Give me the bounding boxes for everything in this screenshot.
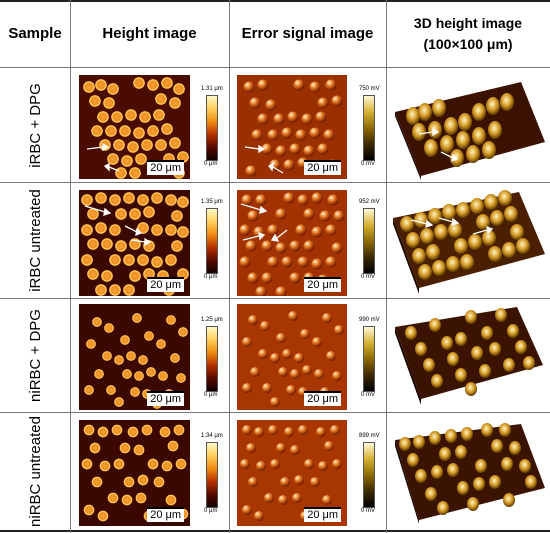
- scale-bar: 20 μm: [304, 160, 341, 175]
- height-colorbar-min: 0 μm: [204, 508, 218, 514]
- height-colorbar-irbc-untreated: [206, 208, 218, 274]
- error-micrograph: [237, 420, 347, 526]
- height-image-nirbc-untreated: 20 μm: [79, 420, 190, 526]
- error-colorbar-irbc-dpg: [363, 95, 375, 161]
- 3d-surface: [395, 307, 543, 405]
- height-colorbar-max: 1.25 μm: [201, 317, 223, 323]
- error-colorbar-min: 0 mV: [361, 274, 376, 280]
- error-colorbar-max: 990 mV: [359, 317, 380, 323]
- scale-bar: 20 μm: [147, 160, 184, 175]
- height-colorbar-max: 1.35 μm: [201, 199, 223, 205]
- error-image-irbc-untreated: 20 μm: [237, 190, 347, 296]
- height-image-nirbc-dpg: 20 μm: [79, 304, 190, 410]
- header-sample: Sample: [8, 25, 62, 42]
- 3d-surface: [395, 423, 545, 524]
- row-rule-1: [0, 182, 550, 183]
- row-rule-3: [0, 412, 550, 413]
- height-colorbar-nirbc-dpg: [206, 326, 218, 392]
- height-colorbar-min: 0 μm: [204, 392, 218, 398]
- height-micrograph: [79, 75, 190, 179]
- header-3d-line2: (100×100 μm): [423, 36, 513, 52]
- error-colorbar-min: 0 mV: [361, 392, 376, 398]
- scale-bar: 20 μm: [147, 277, 184, 292]
- height-image-irbc-untreated: 20 μm: [79, 190, 190, 296]
- error-image-irbc-dpg: 20 μm: [237, 75, 347, 179]
- height-colorbar-nirbc-untreated: [206, 442, 218, 508]
- column-rule-1: [70, 0, 71, 533]
- table-top-rule: [0, 0, 550, 2]
- scale-bar: 20 μm: [147, 391, 184, 406]
- error-colorbar-min: 0 mV: [361, 161, 376, 167]
- row-rule-2: [0, 298, 550, 299]
- 3d-image-nirbc-untreated: [391, 418, 547, 526]
- height-colorbar-irbc-dpg: [206, 95, 218, 161]
- scale-bar: 20 μm: [147, 507, 184, 522]
- column-rule-3: [386, 0, 387, 533]
- scale-bar: 20 μm: [304, 391, 341, 406]
- error-colorbar-max: 899 mV: [359, 433, 380, 439]
- 3d-surface: [393, 190, 545, 294]
- error-image-nirbc-dpg: 20 μm: [237, 304, 347, 410]
- scale-bar: 20 μm: [304, 277, 341, 292]
- height-colorbar-max: 1.34 μm: [201, 433, 223, 439]
- header-3d-height-image: 3D height image (100×100 μm): [386, 13, 550, 55]
- row-label-nirbc-dpg: niRBC + DPG: [26, 309, 44, 402]
- error-colorbar-irbc-untreated: [363, 208, 375, 274]
- error-colorbar-max: 750 mV: [359, 86, 380, 92]
- row-label-irbc-dpg: iRBC + DPG: [26, 82, 44, 168]
- error-colorbar-max: 952 mV: [359, 199, 380, 205]
- header-height-image: Height image: [102, 25, 197, 42]
- 3d-image-irbc-untreated: [391, 188, 547, 296]
- header-rule: [0, 67, 550, 68]
- error-image-nirbc-untreated: 20 μm: [237, 420, 347, 526]
- height-colorbar-min: 0 μm: [204, 161, 218, 167]
- error-colorbar-nirbc-untreated: [363, 442, 375, 508]
- height-image-irbc-dpg: 20 μm: [79, 75, 190, 179]
- error-colorbar-min: 0 mV: [361, 508, 376, 514]
- height-colorbar-max: 1.31 μm: [201, 86, 223, 92]
- row-label-nirbc-untreated: niRBC untreated: [26, 416, 44, 527]
- scale-bar: 20 μm: [304, 507, 341, 522]
- 3d-image-nirbc-dpg: [391, 303, 547, 409]
- table-bottom-rule: [0, 530, 550, 532]
- column-rule-2: [229, 0, 230, 533]
- 3d-image-irbc-dpg: [391, 72, 547, 180]
- height-colorbar-min: 0 μm: [204, 274, 218, 280]
- row-label-irbc-untreated: iRBC untreated: [26, 189, 44, 292]
- header-error-signal-image: Error signal image: [241, 25, 374, 42]
- error-colorbar-nirbc-dpg: [363, 326, 375, 392]
- header-3d-line1: 3D height image: [413, 15, 523, 31]
- 3d-surface: [395, 82, 545, 180]
